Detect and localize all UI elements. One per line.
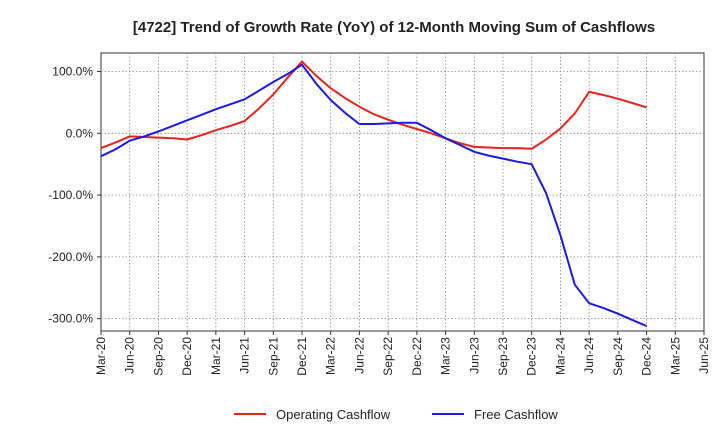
- legend-label-free-cashflow: Free Cashflow: [474, 407, 558, 422]
- x-tick-label: Sep-22: [381, 337, 395, 376]
- x-tick-label: Dec-22: [410, 337, 424, 376]
- x-tick-label: Mar-20: [94, 337, 108, 375]
- x-tick-label: Sep-21: [266, 337, 280, 376]
- x-tick-label: Dec-23: [525, 337, 539, 376]
- y-tick-label: -100.0%: [48, 188, 93, 202]
- y-tick-label: 100.0%: [52, 65, 93, 79]
- y-tick-label: -200.0%: [48, 250, 93, 264]
- series-line-operating-cashflow: [100, 60, 647, 150]
- x-axis: Mar-20 Jun-20 Sep-20 Dec-20 Mar-21 Jun-21 Sep-…: [94, 331, 711, 376]
- x-tick-label: Mar-25: [668, 337, 682, 375]
- x-tick-label: Mar-24: [553, 337, 567, 375]
- y-axis: 100.0% 0.0% -100.0% -200.0% -300.0%: [48, 65, 101, 326]
- x-tick-label: Dec-24: [640, 337, 654, 376]
- y-tick-label: -300.0%: [48, 312, 93, 326]
- y-tick-label: 0.0%: [66, 126, 94, 140]
- x-tick-label: Dec-21: [295, 337, 309, 376]
- x-tick-label: Mar-21: [209, 337, 223, 375]
- x-tick-label: Mar-23: [439, 337, 453, 375]
- series-line-free-cashflow: [100, 63, 647, 328]
- x-tick-label: Jun-24: [582, 337, 596, 374]
- x-tick-label: Jun-20: [123, 337, 137, 374]
- chart-title: [4722] Trend of Growth Rate (YoY) of 12-…: [133, 19, 655, 36]
- x-tick-label: Dec-20: [180, 337, 194, 376]
- x-tick-label: Sep-24: [611, 337, 625, 376]
- plot-border: [100, 52, 705, 332]
- grid-lines: [101, 53, 704, 331]
- x-tick-label: Jun-25: [697, 337, 711, 374]
- x-tick-label: Sep-23: [496, 337, 510, 376]
- x-tick-label: Sep-20: [151, 337, 165, 376]
- x-tick-label: Mar-22: [324, 337, 338, 375]
- x-tick-label: Jun-23: [467, 337, 481, 374]
- series-layer: [100, 60, 647, 328]
- legend: Operating Cashflow Free Cashflow: [234, 407, 558, 422]
- x-tick-label: Jun-21: [238, 337, 252, 374]
- plot-area: [100, 52, 705, 332]
- x-tick-label: Jun-22: [352, 337, 366, 374]
- legend-label-operating-cashflow: Operating Cashflow: [276, 407, 391, 422]
